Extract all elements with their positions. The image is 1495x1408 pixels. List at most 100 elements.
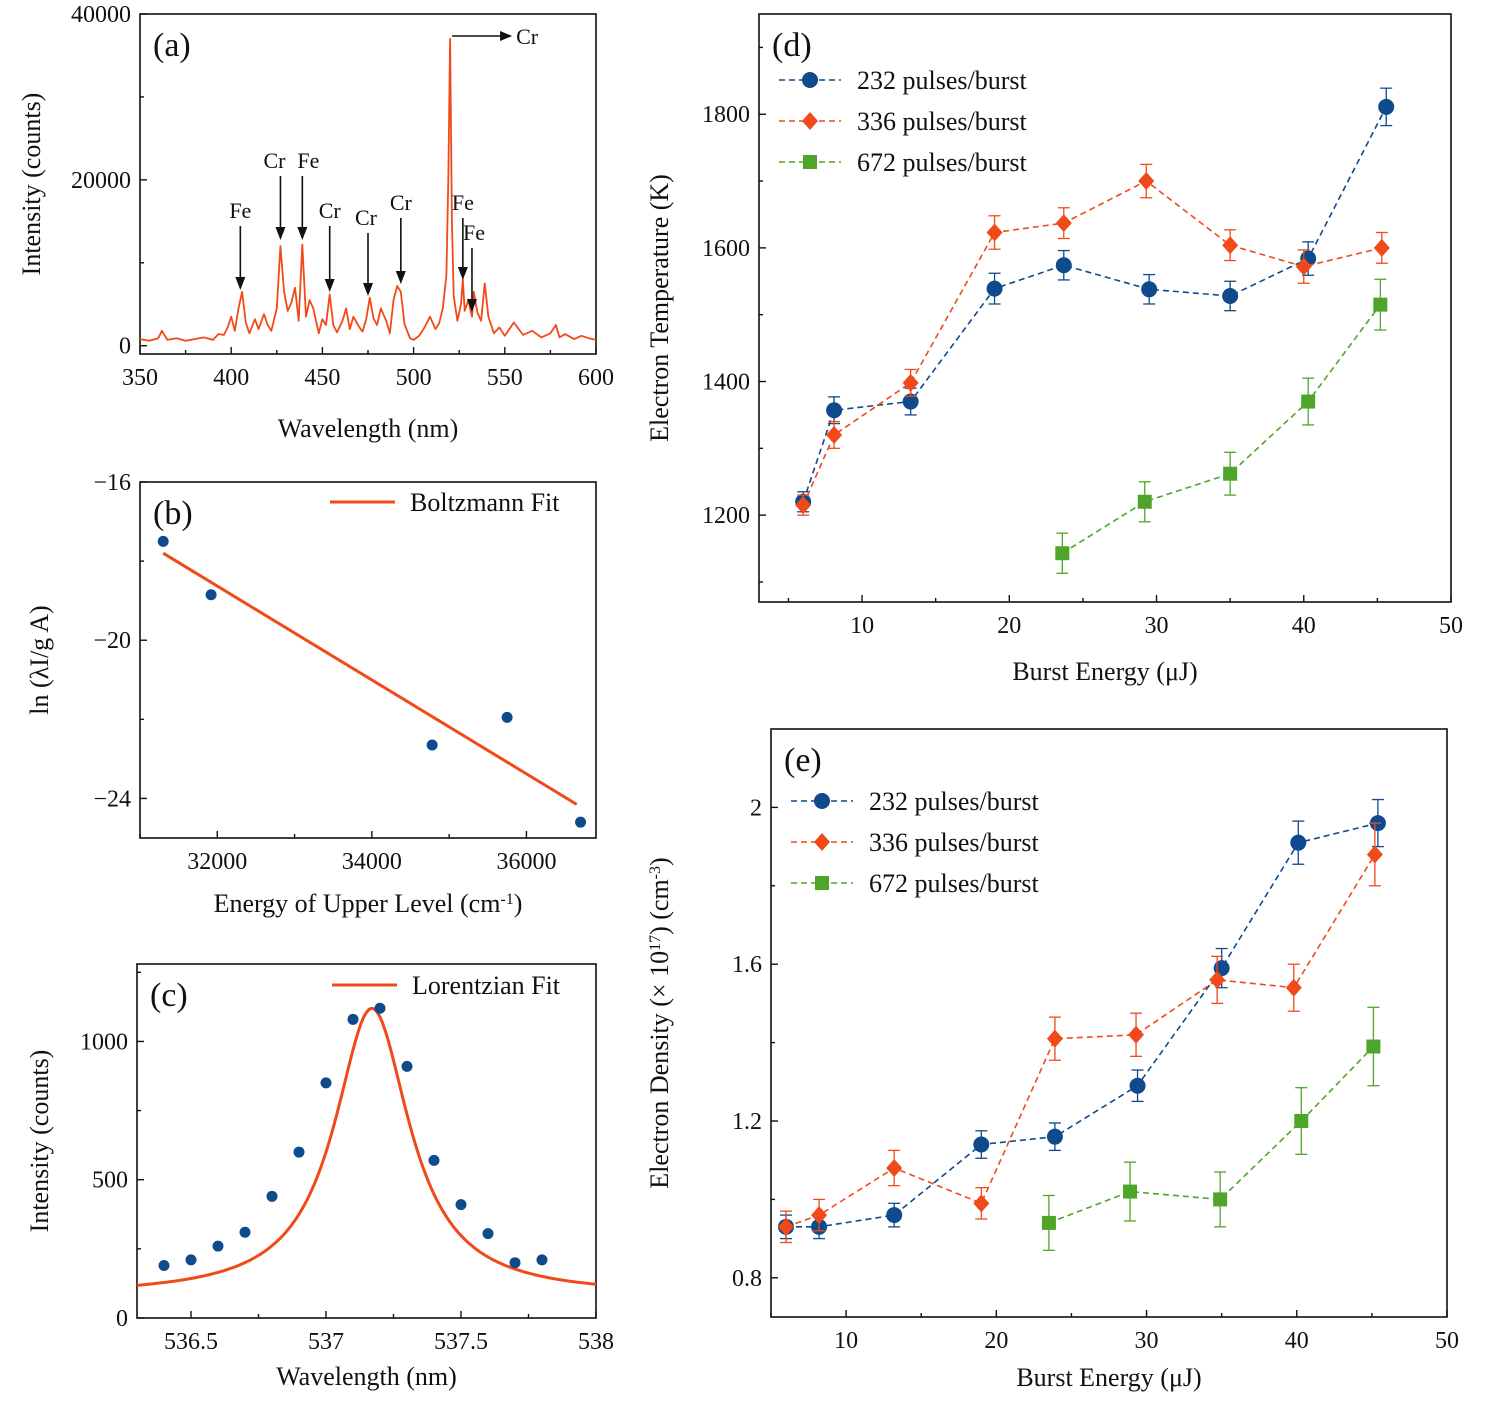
- y-axis-label-sup: 17: [647, 935, 664, 951]
- data-point: [575, 816, 587, 828]
- x-tick-label: 40: [1285, 1328, 1309, 1354]
- data-point: [501, 711, 513, 723]
- spectrum-line: [139, 38, 597, 342]
- peak-label: Fe: [463, 220, 485, 245]
- cr-arrowhead: [500, 31, 513, 41]
- data-point: [1301, 394, 1316, 409]
- data-point: [1046, 1029, 1063, 1048]
- plot-frame: [139, 481, 597, 839]
- data-point: [1137, 494, 1152, 509]
- panel-label: (c): [150, 977, 188, 1014]
- y-tick-label: 20000: [71, 168, 131, 194]
- panel-e: 10 20 30 40 50 0.8 1.2 1.6 2 (e) 232 pulses/burst 3…: [645, 728, 1459, 1392]
- panel-b: 32000 34000 36000 −16 −20 −24 (b) Boltzmann Fit…: [25, 470, 597, 918]
- x-tick-label: 400: [213, 365, 249, 391]
- x-axis-label-text: Wavelength (nm): [276, 1362, 457, 1391]
- data-point: [212, 1240, 224, 1252]
- x-tick-label: 20: [984, 1328, 1008, 1354]
- series-orange: 336 pulses/burst: [779, 107, 1390, 516]
- x-tick-label: 450: [304, 365, 340, 391]
- x-axis-label-text: Wavelength (nm): [278, 414, 459, 443]
- x-axis-label-text: Burst Energy (μJ): [1012, 657, 1197, 686]
- legend-label: 232 pulses/burst: [869, 787, 1040, 816]
- legend-label: Lorentzian Fit: [412, 971, 561, 1000]
- x-axis-label: Burst Energy (μJ): [1012, 657, 1197, 686]
- x-tick-label: 10: [834, 1328, 858, 1354]
- plot-frame: [758, 13, 1452, 603]
- data-point: [428, 1154, 440, 1166]
- x-tick-label: 50: [1435, 1328, 1459, 1354]
- y-axis-label: ln (λI/g A): [25, 605, 54, 714]
- data-point: [239, 1226, 251, 1238]
- y-tick-label: 2: [750, 795, 762, 821]
- x-axis-label-text: Burst Energy (μJ): [1016, 1363, 1201, 1392]
- peak-arrowhead: [466, 299, 477, 312]
- y-tick-label: 1800: [702, 102, 750, 128]
- y-tick-label: 0: [119, 334, 131, 360]
- data-point: [795, 496, 812, 515]
- x-tick-label: 537: [308, 1329, 344, 1355]
- y-axis-label: Intensity (counts): [17, 93, 46, 276]
- y-tick-label: 0.8: [732, 1266, 762, 1292]
- y-tick-label: 1.2: [732, 1109, 762, 1135]
- x-axis-label: Wavelength (nm): [278, 414, 459, 443]
- x-tick-label: 40: [1292, 613, 1316, 639]
- x-axis-label-end: ): [514, 889, 523, 918]
- series-orange: 336 pulses/burst: [778, 822, 1383, 1244]
- peak-arrowhead: [363, 283, 373, 296]
- data-point: [986, 223, 1003, 242]
- data-point: [1138, 172, 1155, 191]
- x-tick-label: 350: [122, 365, 158, 391]
- data-point: [1295, 257, 1312, 276]
- y-axis-label-sup2: -3: [647, 866, 664, 879]
- peak-arrowhead: [457, 267, 468, 280]
- series-line: [802, 106, 1387, 503]
- x-tick-label: 500: [396, 365, 432, 391]
- data-point: [814, 833, 830, 851]
- y-axis-label: Intensity (counts): [25, 1050, 54, 1233]
- data-point: [973, 1136, 990, 1153]
- data-point: [802, 72, 818, 88]
- peak-label: Cr: [516, 24, 539, 49]
- data-point: [347, 1013, 359, 1025]
- legend-label: Boltzmann Fit: [410, 488, 560, 517]
- x-tick-label: 34000: [342, 849, 402, 875]
- peak-label: Fe: [297, 148, 319, 173]
- legend-label: 232 pulses/burst: [857, 66, 1028, 95]
- panel-label: (b): [153, 495, 193, 532]
- y-tick-label: 1400: [702, 370, 750, 396]
- data-point: [802, 112, 818, 130]
- x-axis-label: Burst Energy (μJ): [1016, 1363, 1201, 1392]
- data-point: [509, 1257, 521, 1269]
- y-axis-label-text: Intensity (counts): [25, 1050, 54, 1233]
- peak-label: Cr: [263, 148, 286, 173]
- y-tick-label: 1200: [702, 503, 750, 529]
- y-axis-label: Electron Density (× 1017) (cm-3): [645, 857, 674, 1188]
- y-axis-label-end: ): [645, 857, 674, 866]
- y-axis-label-text: ln (λI/g A): [25, 605, 54, 714]
- data-point: [1222, 236, 1239, 255]
- y-tick-label: 1600: [702, 236, 750, 262]
- data-point: [886, 1207, 903, 1224]
- y-axis-label-mid: ) (cm: [645, 879, 674, 935]
- x-axis-label-text: Energy of Upper Level (cm: [214, 889, 501, 918]
- data-point: [374, 1002, 386, 1014]
- data-point: [1041, 1215, 1056, 1230]
- data-point: [815, 876, 829, 890]
- peak-arrowhead: [275, 227, 286, 240]
- legend-label: 336 pulses/burst: [869, 828, 1040, 857]
- x-tick-label: 50: [1439, 613, 1463, 639]
- data-point: [1222, 287, 1239, 304]
- x-tick-label: 538: [578, 1329, 614, 1355]
- y-tick-label: −20: [93, 628, 131, 654]
- x-axis-label-sup: -1: [500, 891, 513, 908]
- data-point: [1123, 1184, 1138, 1199]
- data-point: [973, 1194, 990, 1213]
- legend-label: 672 pulses/burst: [857, 148, 1028, 177]
- legend-label: 672 pulses/burst: [869, 869, 1040, 898]
- series-green: 672 pulses/burst: [779, 148, 1388, 574]
- data-point: [1366, 1039, 1381, 1054]
- data-point: [1223, 466, 1238, 481]
- data-point: [1373, 297, 1388, 312]
